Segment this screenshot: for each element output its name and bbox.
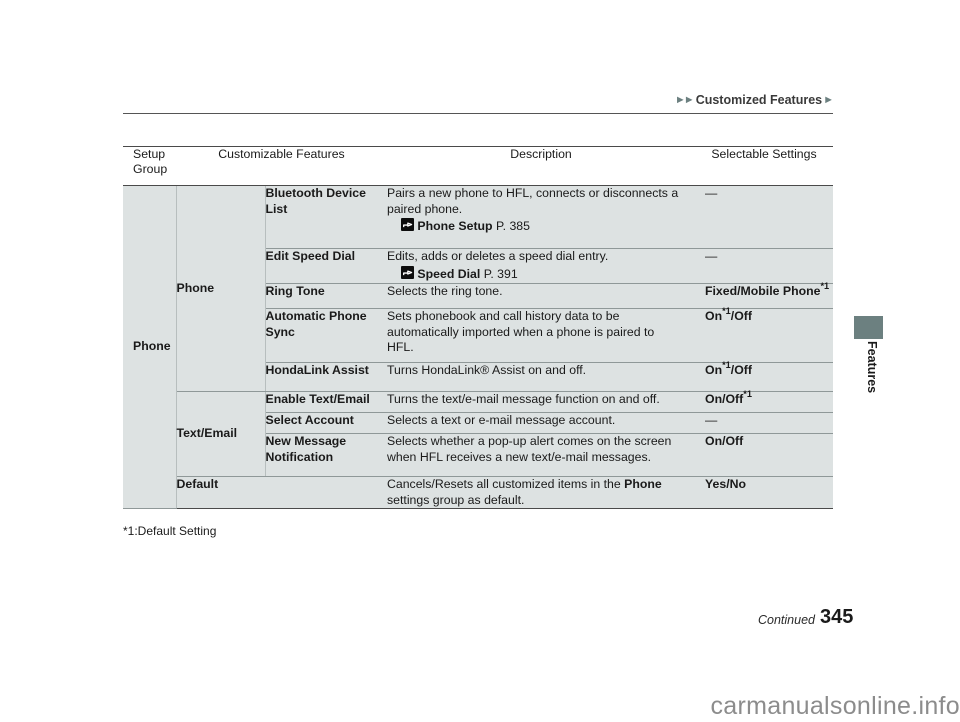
- svg-text:Features: Features: [865, 341, 879, 393]
